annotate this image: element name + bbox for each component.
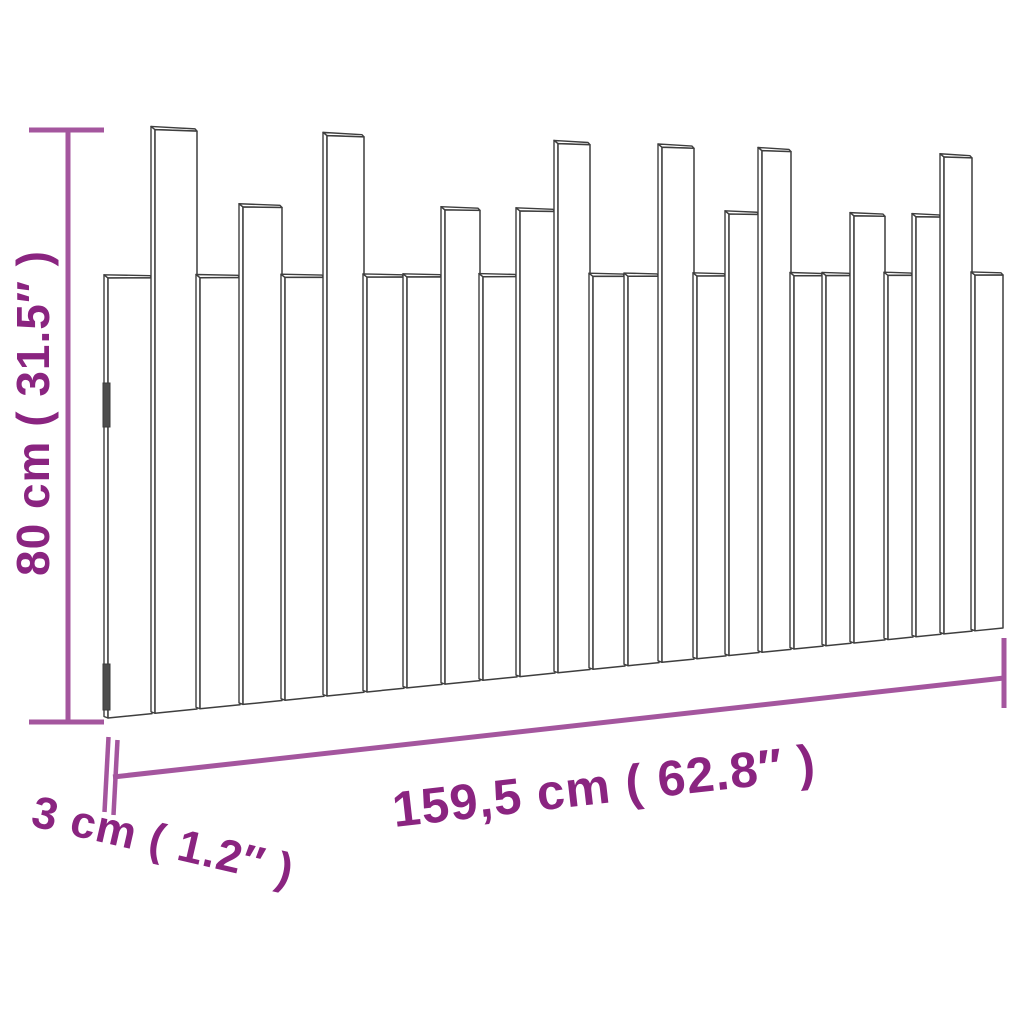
- depth-dimension-tick: [111, 739, 120, 816]
- slat-short: [482, 275, 518, 682]
- wall-bracket: [102, 663, 111, 711]
- slat-medium: [242, 206, 283, 706]
- height-dimension-label: 80 cm ( 31.5″ ): [7, 250, 59, 576]
- slat-tall: [943, 156, 973, 635]
- slat-short: [887, 274, 914, 641]
- depth-dimension-tick: [102, 736, 111, 813]
- slat-tall: [154, 128, 198, 715]
- slat-short: [366, 276, 405, 693]
- slat-medium: [728, 213, 760, 657]
- slat-short: [793, 274, 824, 650]
- slat-tall: [761, 149, 792, 653]
- slat-short: [696, 275, 727, 660]
- slat-tall: [661, 146, 695, 664]
- width-dimension-line: [112, 675, 1005, 780]
- slat-medium: [444, 209, 481, 685]
- wall-bracket: [102, 382, 111, 428]
- slat-tall: [326, 134, 365, 697]
- slat-medium: [853, 215, 886, 644]
- slat-tall: [557, 142, 591, 674]
- slat-medium: [915, 215, 942, 638]
- slat-short: [199, 276, 241, 710]
- slat-short: [107, 277, 153, 719]
- slat-short: [284, 276, 325, 701]
- slat-short: [592, 275, 626, 670]
- slat-short: [825, 274, 852, 647]
- slat-short: [406, 276, 443, 689]
- slat-short: [627, 275, 660, 667]
- slat-short: [974, 274, 1004, 632]
- slat-medium: [519, 210, 556, 678]
